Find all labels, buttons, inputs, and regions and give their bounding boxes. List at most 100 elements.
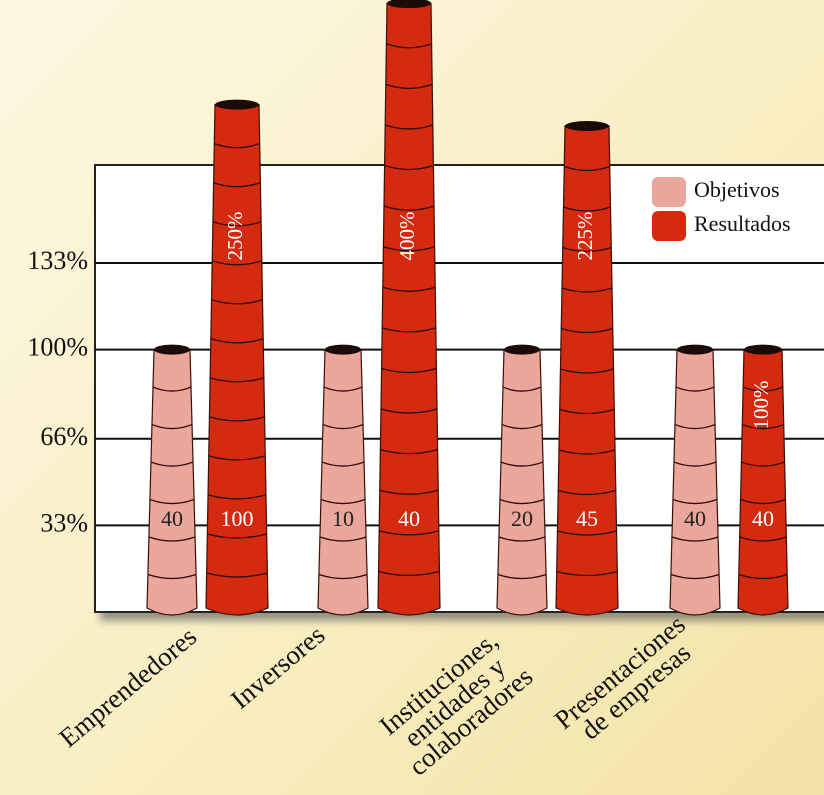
- bar-band: [382, 327, 436, 333]
- bar-band: [557, 530, 617, 536]
- bar-band: [209, 377, 265, 383]
- bar-band: [381, 367, 437, 374]
- bar: [669, 348, 721, 616]
- bar-band: [561, 327, 613, 334]
- bar-band: [556, 570, 618, 577]
- bar-band: [321, 461, 365, 467]
- legend-label: Resultados: [694, 211, 791, 236]
- bar-band: [499, 498, 545, 505]
- bar-band: [561, 287, 613, 293]
- bar-band: [675, 386, 715, 392]
- bar-band: [672, 498, 718, 505]
- bar-band: [152, 386, 192, 392]
- bar-band: [564, 165, 610, 172]
- bar-band: [207, 533, 267, 539]
- count-label: 40: [752, 506, 774, 531]
- bar-band: [151, 423, 193, 430]
- count-label: 20: [511, 506, 533, 531]
- bar: [377, 2, 441, 616]
- bar-band: [322, 423, 364, 430]
- bar-band: [382, 286, 436, 292]
- bar-band: [741, 461, 785, 467]
- bar-band: [384, 124, 434, 130]
- bar: [146, 348, 198, 616]
- count-label: 40: [398, 506, 420, 531]
- bar-band: [214, 143, 260, 149]
- legend-swatch: [652, 211, 686, 241]
- bar-band: [210, 338, 264, 344]
- bars: 40 10 20 40 100 250% 40 400% 45 225% 40 100%: [146, 0, 789, 616]
- bar-band: [558, 489, 616, 496]
- value-label: 400%: [395, 212, 419, 261]
- bar-band: [211, 299, 263, 305]
- legend-label: Objetivos: [694, 177, 780, 202]
- bar-band: [383, 205, 435, 211]
- bar-band: [563, 206, 611, 212]
- bar-band: [207, 494, 267, 500]
- bar-band: [149, 498, 195, 505]
- bar-band: [742, 386, 784, 392]
- bar-band: [378, 570, 440, 577]
- bar-band: [150, 461, 194, 467]
- bar-band: [502, 386, 542, 392]
- bar-band: [148, 536, 196, 542]
- bar-top: [387, 0, 431, 9]
- bar-band: [497, 573, 547, 580]
- y-tick-label: 100%: [27, 333, 88, 362]
- bar-band: [501, 423, 543, 430]
- bar-top: [154, 344, 190, 355]
- bar-band: [379, 489, 439, 495]
- bar-band: [738, 573, 788, 580]
- bar-band: [671, 536, 719, 542]
- bar-band: [208, 455, 266, 461]
- bar-band: [500, 461, 544, 467]
- legend: Objetivos Resultados: [652, 177, 791, 241]
- value-label: 100%: [749, 381, 773, 430]
- bar-band: [673, 461, 717, 467]
- y-tick-label: 133%: [27, 246, 88, 275]
- bar-band: [498, 536, 546, 542]
- bar-band: [670, 573, 720, 580]
- bar-band: [323, 386, 363, 392]
- bar-band: [147, 573, 197, 580]
- bar-band: [380, 449, 438, 455]
- bar-band: [212, 221, 262, 227]
- bar-band: [379, 530, 439, 536]
- bar-top: [325, 344, 361, 355]
- bar-band: [559, 408, 615, 415]
- bar-band: [383, 246, 435, 252]
- bar-band: [385, 83, 433, 90]
- bar-top: [677, 344, 713, 355]
- bar-band: [562, 246, 612, 253]
- value-label: 225%: [573, 212, 597, 261]
- y-tick-label: 66%: [40, 422, 88, 451]
- bar-band: [558, 449, 616, 455]
- bar-top: [744, 344, 782, 355]
- bar-band: [320, 498, 366, 505]
- bar-top: [565, 120, 609, 131]
- bar-band: [213, 182, 261, 188]
- bar: [737, 348, 789, 616]
- count-label: 40: [684, 506, 706, 531]
- bar-top: [504, 344, 540, 355]
- bar-band: [380, 408, 438, 414]
- bar-band: [560, 368, 614, 374]
- bar: [317, 348, 369, 616]
- count-label: 100: [221, 506, 254, 531]
- bar-band: [384, 164, 434, 171]
- value-label: 250%: [223, 212, 247, 261]
- bar-band: [212, 260, 262, 266]
- bar-band: [318, 573, 368, 580]
- count-label: 40: [161, 506, 183, 531]
- bar-band: [674, 423, 716, 430]
- bar: [205, 104, 269, 616]
- bar-band: [319, 536, 367, 542]
- bar-band: [739, 536, 787, 542]
- bar-band: [209, 416, 265, 422]
- legend-swatch: [652, 177, 686, 207]
- bar-band: [740, 498, 786, 505]
- count-label: 45: [576, 506, 598, 531]
- count-label: 10: [332, 506, 354, 531]
